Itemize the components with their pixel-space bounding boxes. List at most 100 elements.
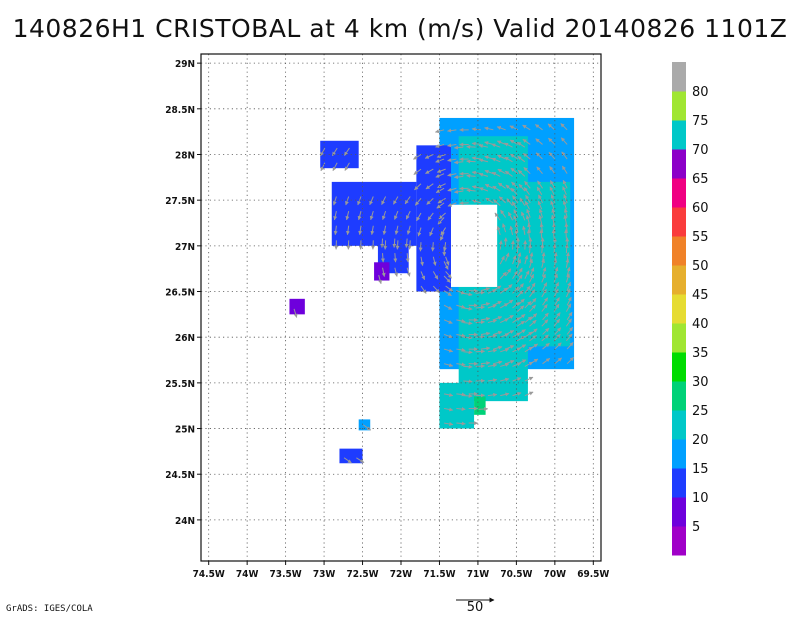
wind-vector-145 (549, 180, 556, 189)
wind-vector-351 (358, 225, 363, 236)
wind-vector-301 (566, 333, 573, 342)
wind-vector-297 (551, 229, 556, 239)
colorbar-swatch (672, 62, 686, 92)
wind-vector-149 (547, 123, 556, 131)
wind-vector-213 (498, 240, 503, 250)
wind-vector-265 (513, 215, 518, 225)
wind-region-7 (474, 396, 486, 415)
x-tick-label: 73.5W (270, 569, 302, 580)
wind-vector-380 (443, 407, 454, 412)
wind-vector-42 (480, 346, 491, 351)
wind-vector-283 (541, 273, 546, 283)
wind-vector-191 (487, 392, 498, 397)
wind-vector-343 (333, 225, 338, 236)
wind-vector-11 (436, 202, 445, 209)
wind-vector-112 (523, 166, 531, 175)
wind-vector-233 (508, 211, 513, 221)
wind-vector-136 (554, 312, 561, 321)
colorbar-swatch (672, 526, 686, 556)
wind-vector-45 (480, 302, 491, 307)
wind-vector-332 (445, 285, 454, 292)
wind-vector-28 (447, 128, 457, 133)
wind-vector-239 (524, 391, 534, 397)
colorbar-swatch (672, 352, 686, 382)
wind-vector-111 (524, 180, 531, 189)
wind-vector-24 (447, 187, 457, 192)
wind-vector-128 (537, 180, 543, 189)
x-tick-label: 71W (467, 569, 490, 580)
wind-vector-114 (522, 138, 531, 145)
wind-vector-216 (493, 199, 501, 207)
wind-vector-238 (504, 142, 513, 148)
wind-vector-52 (471, 127, 482, 132)
wind-vector-127 (538, 194, 543, 204)
wind-vector-232 (509, 225, 514, 235)
wind-vector-329 (425, 183, 434, 190)
wind-vector-357 (369, 196, 374, 206)
wind-vector-356 (369, 210, 374, 221)
wind-vector-257 (516, 335, 526, 342)
wind-vector-185 (475, 305, 485, 310)
wind-vector-110 (525, 194, 531, 204)
colorbar-swatch (672, 410, 686, 440)
wind-vector-12 (435, 187, 445, 194)
wind-vector-383 (456, 406, 466, 411)
wind-vector-46 (480, 287, 491, 292)
colorbar-swatch (672, 323, 686, 353)
wind-vector-195 (487, 334, 498, 338)
colorbar-swatch (672, 265, 686, 295)
wind-vector-311 (562, 186, 567, 195)
wind-vector-237 (504, 156, 513, 163)
wind-vector-339 (437, 183, 446, 189)
wind-vector-192 (487, 378, 498, 383)
wind-vector-248 (524, 255, 529, 265)
colorbar-swatch (672, 236, 686, 266)
y-tick-label: 27N (175, 242, 195, 253)
wind-vector-259 (516, 305, 525, 312)
wind-vector-316 (417, 227, 422, 237)
colorbar-swatch (672, 91, 686, 121)
x-tick-label: 70.5W (500, 569, 532, 580)
wind-vector-360 (381, 210, 387, 221)
x-tick-label: 72.5W (346, 569, 378, 580)
wind-vector-376 (406, 267, 411, 277)
wind-vector-246 (524, 285, 531, 294)
wind-vector-308 (564, 229, 569, 239)
wind-region-11 (358, 419, 371, 431)
wind-vector-77 (498, 182, 506, 189)
wind-vector-276 (525, 214, 530, 225)
wind-vector-171 (463, 335, 473, 340)
wind-vector-64 (484, 126, 494, 131)
wind-vector-395 (293, 308, 298, 318)
wind-vector-374 (393, 253, 398, 263)
wind-vector-144 (550, 194, 556, 204)
wind-vector-348 (345, 211, 350, 221)
wind-vector-306 (565, 258, 570, 268)
wind-vector-93 (512, 195, 519, 204)
wind-region-9 (289, 298, 305, 315)
wind-vector-272 (529, 274, 535, 283)
wind-vector-215 (494, 212, 501, 221)
wind-vector-214 (496, 225, 501, 236)
wind-vector-6 (443, 275, 451, 283)
wind-vector-168 (463, 379, 473, 384)
y-tick-label: 24N (175, 516, 195, 527)
wind-vector-196 (487, 319, 497, 324)
wind-vector-321 (413, 154, 422, 160)
wind-vector-147 (548, 151, 556, 160)
chart-title: 140826H1 CRISTOBAL at 4 km (m/s) Valid 2… (12, 14, 788, 43)
wind-vector-129 (536, 166, 543, 174)
wind-vector-25 (447, 172, 457, 177)
y-tick-label: 29N (175, 59, 195, 70)
wind-vector-398 (363, 424, 371, 431)
x-tick-label: 71.5W (423, 569, 455, 580)
colorbar-label: 30 (692, 375, 709, 390)
wind-region-4 (331, 181, 417, 246)
wind-vector-27 (447, 143, 457, 148)
wind-vector-252 (519, 197, 526, 206)
wind-vector-290 (553, 333, 561, 342)
wind-vector-371 (380, 253, 385, 263)
colorbar-swatch (672, 207, 686, 237)
wind-vector-130 (535, 152, 543, 160)
wind-vector-282 (541, 288, 547, 298)
